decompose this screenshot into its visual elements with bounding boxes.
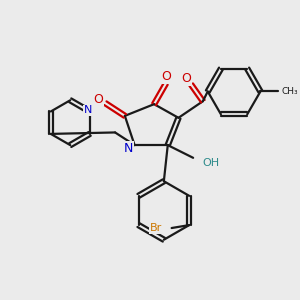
- Text: O: O: [181, 72, 191, 85]
- Text: N: N: [83, 106, 92, 116]
- Text: O: O: [161, 70, 171, 83]
- Text: CH₃: CH₃: [282, 87, 298, 96]
- Text: Br: Br: [150, 223, 162, 233]
- Text: OH: OH: [203, 158, 220, 168]
- Text: N: N: [124, 142, 134, 154]
- Text: O: O: [94, 93, 103, 106]
